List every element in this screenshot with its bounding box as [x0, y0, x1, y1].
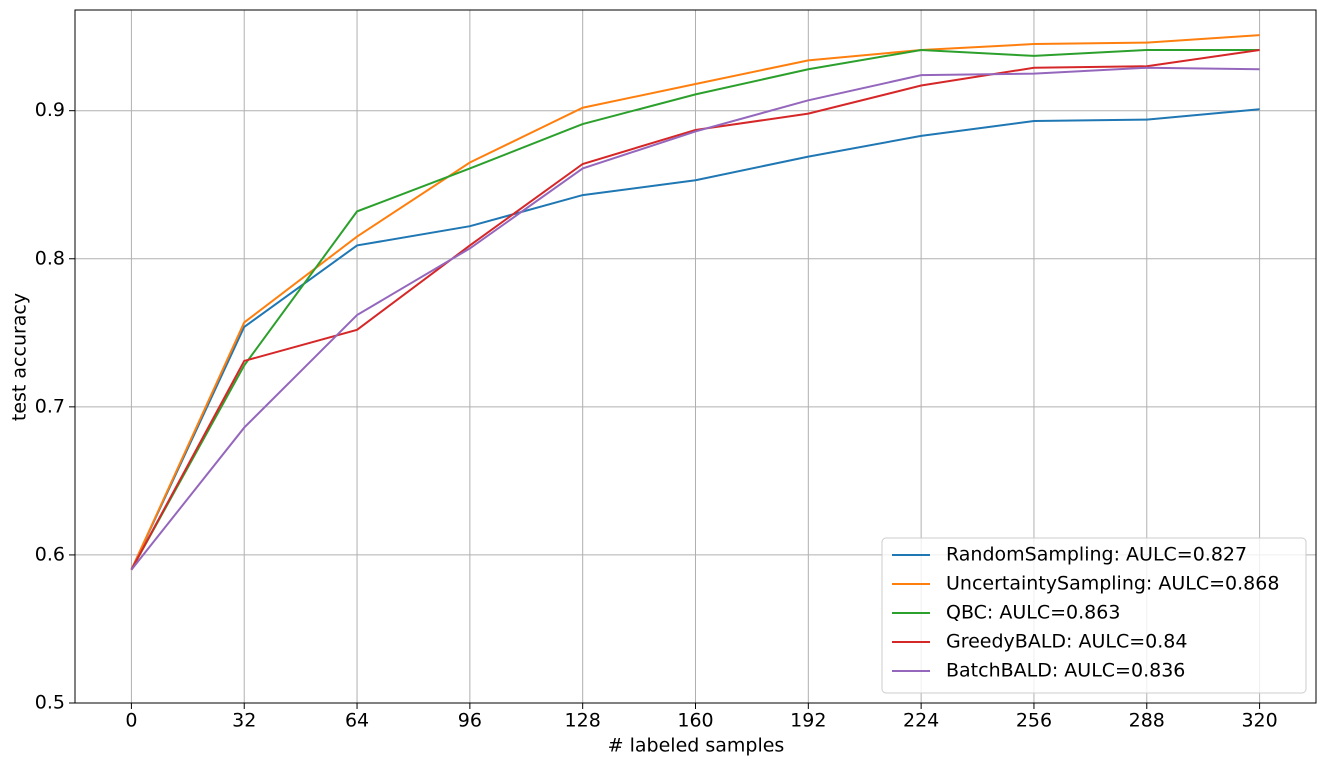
x-tick-label: 128 [565, 710, 601, 732]
y-tick-label: 0.5 [35, 692, 65, 714]
x-tick-label: 224 [903, 710, 939, 732]
x-tick-label: 192 [790, 710, 826, 732]
legend-label: UncertaintySampling: AULC=0.868 [946, 573, 1279, 595]
data-line [130, 34, 1260, 571]
legend-label: BatchBALD: AULC=0.836 [946, 660, 1185, 682]
y-tick-label: 0.6 [35, 543, 65, 565]
data-line [130, 48, 1260, 571]
y-tick-label: 0.8 [35, 247, 65, 269]
legend-label: QBC: AULC=0.863 [946, 602, 1120, 624]
x-axis-label: # labeled samples [608, 735, 785, 757]
data-line [130, 66, 1260, 571]
y-tick-label: 0.7 [35, 395, 65, 417]
x-tick-label: 288 [1129, 710, 1165, 732]
x-tick-label: 96 [458, 710, 482, 732]
legend-label: GreedyBALD: AULC=0.84 [946, 631, 1187, 653]
y-tick-label: 0.9 [35, 99, 65, 121]
x-tick-label: 0 [125, 710, 137, 732]
plot-frame [74, 9, 1317, 704]
legend-frame [881, 537, 1307, 694]
legend: RandomSampling: AULC=0.827 UncertaintySam… [881, 537, 1307, 694]
legend-label: RandomSampling: AULC=0.827 [946, 544, 1247, 566]
data-line [130, 48, 1260, 571]
y-axis-label: test accuracy [9, 293, 31, 421]
x-tick-label: 160 [677, 710, 713, 732]
data-line [130, 108, 1260, 571]
x-tick-label: 256 [1016, 710, 1052, 732]
x-tick-label: 32 [232, 710, 256, 732]
x-tick-label: 64 [345, 710, 369, 732]
x-tick-label: 320 [1241, 710, 1277, 732]
